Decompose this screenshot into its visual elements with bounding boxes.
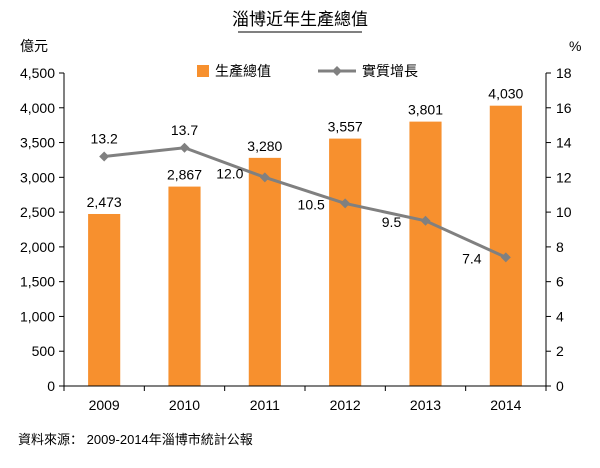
y-left-tick-label: 2,500: [20, 204, 55, 220]
y-right-tick-label: 0: [556, 378, 564, 394]
y-left-tick-label: 500: [32, 343, 56, 359]
line-series: [99, 142, 511, 263]
y-right-tick-label: 6: [556, 274, 564, 290]
y-left-tick-label: 3,000: [20, 169, 55, 185]
x-tick-label-2009: 2009: [89, 397, 120, 413]
bar-2010: [168, 186, 201, 386]
growth-label-2009: 13.2: [91, 130, 118, 146]
bar-label-2013: 3,801: [408, 102, 443, 118]
x-tick-label-2011: 2011: [250, 397, 280, 413]
bar-label-2011: 3,280: [247, 138, 282, 154]
x-ticks: 2009 2010 2011 2012 2013 2014: [63, 386, 547, 413]
axes: [63, 73, 547, 387]
x-tick-label-2012: 2012: [330, 397, 361, 413]
growth-marker-2012: [340, 198, 351, 209]
y-right-tick-label: 10: [556, 204, 572, 220]
bar-2009: [88, 213, 121, 386]
y-right-unit: %: [569, 38, 581, 54]
bar-label-2010: 2,867: [167, 167, 202, 183]
x-tick-label-2013: 2013: [410, 397, 441, 413]
chart-title: 淄博近年生產總值: [232, 10, 368, 29]
y-right-tick-label: 18: [556, 65, 572, 81]
y-left-tick-label: 0: [47, 378, 55, 394]
growth-label-2011: 12.0: [216, 165, 243, 181]
y-left-tick-label: 3,500: [20, 135, 55, 151]
growth-label-2012: 10.5: [298, 196, 325, 212]
growth-label-2010: 13.7: [171, 122, 198, 138]
legend-swatch-bar: [197, 65, 209, 77]
bar-label-2012: 3,557: [328, 119, 363, 135]
growth-marker-2009: [99, 151, 110, 162]
y-right-tick-label: 4: [556, 308, 564, 324]
growth-marker-2014: [500, 252, 511, 263]
bar-2014: [489, 105, 522, 387]
bar-labels: 2,473 2,867 3,280 3,557 3,801 4,030: [87, 86, 524, 210]
bar-label-2014: 4,030: [488, 86, 523, 102]
growth-marker-2013: [420, 215, 431, 226]
y-right-tick-label: 16: [556, 100, 572, 116]
legend-label-line: 實質增長: [362, 63, 418, 79]
source-note: 資料來源： 2009-2014年淄博市統計公報: [18, 432, 253, 447]
bar-2012: [329, 138, 362, 386]
y-right-ticks: 0 2 4 6 8 10 12 14 16 18: [546, 65, 572, 394]
y-left-tick-label: 2,000: [20, 239, 55, 255]
y-left-tick-label: 4,000: [20, 100, 55, 116]
x-tick-label-2010: 2010: [169, 397, 200, 413]
legend: 生產總值 實質增長: [197, 63, 418, 79]
y-right-tick-label: 12: [556, 169, 572, 185]
y-left-tick-label: 4,500: [20, 65, 55, 81]
bar-series: [88, 105, 522, 387]
bar-label-2009: 2,473: [87, 194, 122, 210]
growth-marker-2010: [179, 142, 190, 153]
y-left-unit: 億元: [20, 38, 48, 54]
legend-label-bar: 生產總值: [215, 63, 271, 79]
line-labels: 13.2 13.7 12.0 10.5 9.5 7.4: [91, 122, 482, 267]
y-left-tick-label: 1,500: [20, 274, 55, 290]
y-left-ticks: 0 500 1,000 1,500 2,000 2,500 3,000 3,500 4,000 4…: [20, 65, 64, 394]
y-left-tick-label: 1,000: [20, 308, 55, 324]
growth-label-2013: 9.5: [382, 214, 402, 230]
growth-marker-2011: [259, 172, 270, 183]
growth-line: [104, 146, 507, 259]
y-right-tick-label: 14: [556, 135, 572, 151]
bar-2013: [409, 121, 442, 387]
growth-label-2014: 7.4: [462, 250, 482, 266]
legend-swatch-marker: [332, 66, 342, 76]
y-right-tick-label: 2: [556, 343, 564, 359]
bar-2011: [248, 157, 281, 386]
y-right-tick-label: 8: [556, 239, 564, 255]
x-tick-label-2014: 2014: [490, 397, 521, 413]
